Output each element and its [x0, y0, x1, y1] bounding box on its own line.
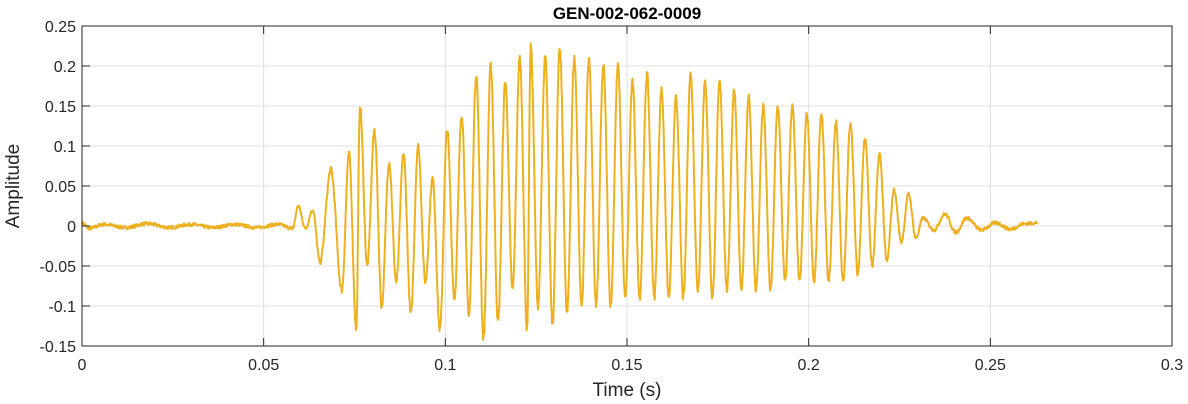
- y-tick-label: 0.05: [45, 179, 76, 196]
- axis-ticks: [81, 25, 1173, 347]
- y-tick-label: 0.25: [45, 19, 76, 36]
- y-tick-label: 0.2: [54, 59, 76, 76]
- series-layer: [81, 42, 1039, 341]
- y-tick-label: -0.05: [40, 259, 77, 276]
- chart-title: GEN-002-062-0009: [553, 4, 701, 23]
- y-tick-label: -0.1: [48, 299, 76, 316]
- x-tick-label: 0.05: [248, 357, 279, 374]
- x-axis-label: Time (s): [593, 380, 662, 401]
- x-tick-labels: 0 0.05 0.1 0.15 0.2 0.25 0.3: [78, 357, 1184, 374]
- y-tick-label: 0.1: [54, 139, 76, 156]
- x-tick-label: 0.1: [434, 357, 456, 374]
- series-line-amplitude: [81, 42, 1039, 341]
- y-tick-label: -0.15: [40, 339, 77, 356]
- x-tick-label: 0.3: [1161, 357, 1183, 374]
- x-tick-label: 0.15: [611, 357, 642, 374]
- x-tick-label: 0: [78, 357, 87, 374]
- x-tick-label: 0.2: [798, 357, 820, 374]
- x-tick-label: 0.25: [975, 357, 1006, 374]
- y-tick-label: 0: [67, 219, 76, 236]
- y-axis-label: Amplitude: [3, 144, 24, 229]
- grid-lines: [82, 26, 1172, 346]
- y-tick-label: 0.15: [45, 99, 76, 116]
- y-tick-labels: -0.15 -0.1 -0.05 0 0.05 0.1 0.15 0.2 0.25: [40, 19, 77, 356]
